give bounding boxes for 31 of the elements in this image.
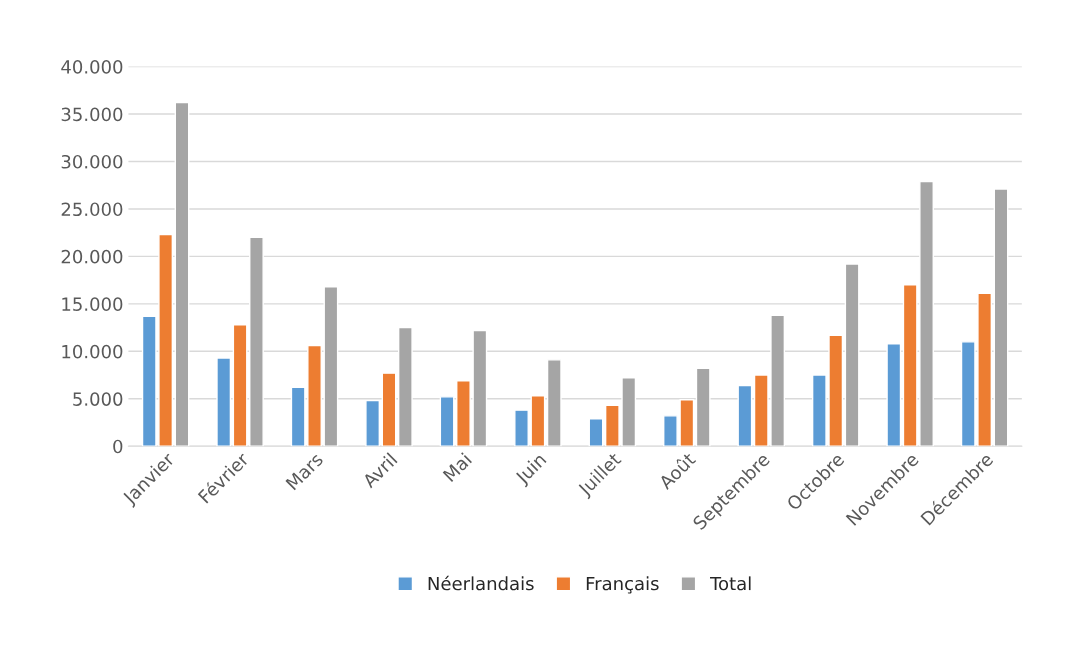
bar xyxy=(381,372,397,447)
y-tick-label: 10.000 xyxy=(62,344,123,359)
y-tick-label: 5.000 xyxy=(73,392,123,406)
y-tick-label: 20.000 xyxy=(61,249,123,264)
bar xyxy=(844,263,860,447)
y-tick-label: 40.000 xyxy=(61,60,123,74)
legend-label: Total xyxy=(710,576,751,591)
x-tick-label: Mai xyxy=(442,452,473,483)
bar xyxy=(514,409,529,447)
bar xyxy=(588,418,604,447)
bar xyxy=(993,188,1009,447)
legend-label: Français xyxy=(586,576,659,594)
bar xyxy=(530,395,546,447)
y-tick-label: 35.000 xyxy=(61,107,123,122)
y-tick-label: 15.000 xyxy=(62,297,123,311)
bar xyxy=(886,343,902,447)
bar xyxy=(397,326,413,447)
bar xyxy=(174,101,190,447)
bar xyxy=(216,357,232,447)
bar xyxy=(232,324,248,447)
bar xyxy=(737,384,753,447)
bar xyxy=(546,359,562,447)
bar xyxy=(323,286,339,447)
bar xyxy=(249,236,264,447)
y-tick-label: 25.000 xyxy=(61,202,123,217)
y-tick-label: 30.000 xyxy=(61,154,123,169)
y-tick-label: 0 xyxy=(113,439,123,454)
bar xyxy=(365,399,381,447)
bar xyxy=(439,396,455,447)
bar xyxy=(695,367,711,447)
legend-label: Néerlandais xyxy=(428,575,534,591)
